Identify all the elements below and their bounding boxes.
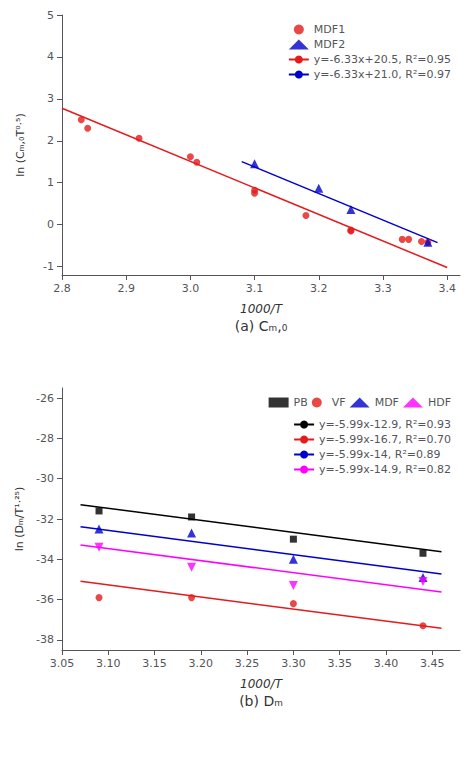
svg-text:1000/T: 1000/T: [240, 302, 284, 316]
svg-text:MDF1: MDF1: [314, 23, 345, 36]
svg-text:MDF2: MDF2: [314, 38, 345, 51]
svg-text:0: 0: [47, 218, 54, 231]
svg-text:VF: VF: [332, 396, 346, 409]
svg-text:5: 5: [47, 9, 54, 22]
svg-text:3.3: 3.3: [374, 282, 392, 295]
svg-text:(a) Cₘ,₀: (a) Cₘ,₀: [235, 318, 288, 334]
svg-text:3: 3: [47, 92, 54, 105]
svg-text:3.10: 3.10: [96, 657, 121, 670]
svg-text:3.30: 3.30: [281, 657, 306, 670]
svg-text:3.45: 3.45: [420, 657, 445, 670]
svg-text:y=-6.33x+20.5, R²=0.95: y=-6.33x+20.5, R²=0.95: [314, 53, 451, 66]
svg-text:-30: -30: [36, 472, 54, 485]
svg-text:y=-5.99x-14.9, R²=0.82: y=-5.99x-14.9, R²=0.82: [319, 463, 451, 476]
svg-text:3.1: 3.1: [246, 282, 264, 295]
svg-text:3.35: 3.35: [327, 657, 352, 670]
svg-text:3.40: 3.40: [374, 657, 399, 670]
svg-text:3.25: 3.25: [235, 657, 260, 670]
svg-text:ln (Cₘ,₀T⁰·⁵): ln (Cₘ,₀T⁰·⁵): [14, 113, 27, 177]
svg-text:2.8: 2.8: [53, 282, 71, 295]
svg-text:3.05: 3.05: [50, 657, 75, 670]
svg-text:4: 4: [47, 50, 54, 63]
svg-text:ln (Dₘ/T¹·²⁵): ln (Dₘ/T¹·²⁵): [13, 487, 26, 552]
svg-text:-1: -1: [43, 260, 54, 273]
svg-text:MDF: MDF: [375, 396, 399, 409]
svg-text:2.9: 2.9: [117, 282, 135, 295]
svg-text:y=-5.99x-16.7, R²=0.70: y=-5.99x-16.7, R²=0.70: [319, 433, 451, 446]
svg-text:2: 2: [47, 134, 54, 147]
svg-text:-38: -38: [36, 633, 54, 646]
svg-text:-36: -36: [36, 593, 54, 606]
svg-text:3.0: 3.0: [182, 282, 200, 295]
svg-text:y=-6.33x+21.0, R²=0.97: y=-6.33x+21.0, R²=0.97: [314, 68, 451, 81]
svg-text:3.15: 3.15: [142, 657, 167, 670]
svg-text:-34: -34: [36, 553, 54, 566]
svg-text:3.20: 3.20: [189, 657, 214, 670]
svg-text:-26: -26: [36, 392, 54, 405]
svg-text:1: 1: [47, 176, 54, 189]
svg-text:-32: -32: [36, 513, 54, 526]
svg-text:1000/T: 1000/T: [240, 677, 284, 691]
svg-text:3.4: 3.4: [438, 282, 456, 295]
svg-text:HDF: HDF: [428, 396, 451, 409]
svg-text:y=-5.99x-14, R²=0.89: y=-5.99x-14, R²=0.89: [319, 448, 440, 461]
svg-text:y=-5.99x-12.9, R²=0.93: y=-5.99x-12.9, R²=0.93: [319, 418, 451, 431]
svg-text:3.2: 3.2: [310, 282, 328, 295]
svg-text:PB: PB: [294, 396, 308, 409]
svg-text:(b) Dₘ: (b) Dₘ: [239, 693, 283, 709]
svg-text:-28: -28: [36, 432, 54, 445]
